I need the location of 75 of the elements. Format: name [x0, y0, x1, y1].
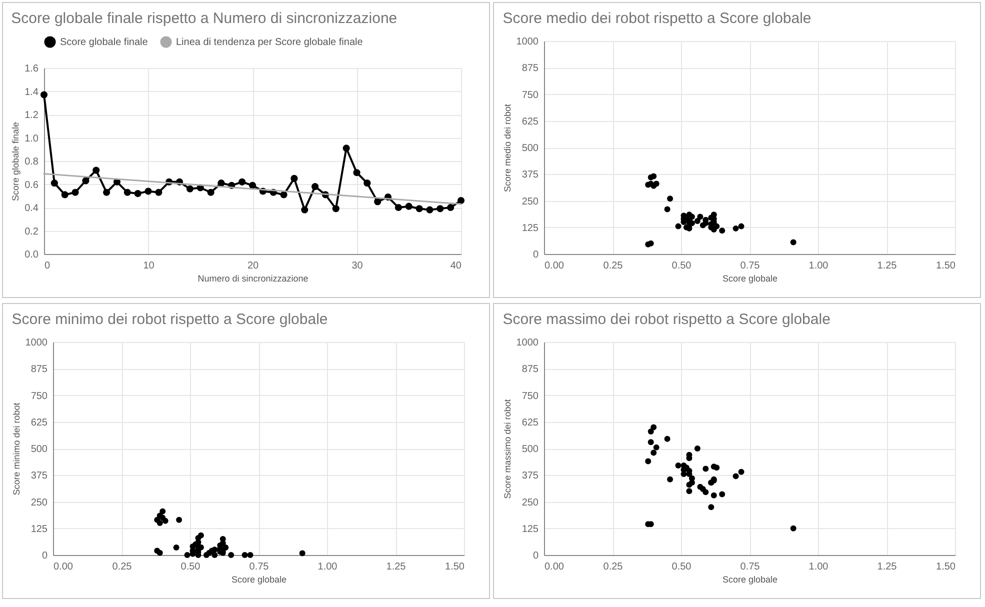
- y-tick-label: 500: [522, 143, 539, 154]
- y-tick-label: 0: [42, 550, 48, 562]
- x-tick-label: 1.50: [445, 562, 465, 572]
- x-tick-label: 1.50: [936, 260, 956, 272]
- y-tick-label: 1.0: [24, 133, 39, 144]
- y-tick-label: 750: [522, 90, 539, 101]
- x-axis-title: Score globale: [231, 574, 287, 584]
- y-tick-label: 625: [522, 417, 539, 428]
- y-tick-label: 125: [30, 524, 48, 535]
- x-tick-label: 0.00: [54, 562, 74, 572]
- y-tick-label: 750: [30, 390, 48, 402]
- y-tick-label: 0.2: [24, 226, 39, 238]
- x-tick-label: 1.25: [386, 562, 406, 572]
- legend-label: Score globale finale: [60, 37, 148, 48]
- y-tick-label: 375: [30, 470, 48, 482]
- x-tick-label: 0.75: [249, 562, 270, 572]
- y-tick-label: 375: [522, 170, 539, 181]
- y-tick-label: 875: [30, 364, 48, 376]
- x-tick-label: 0.75: [740, 260, 760, 272]
- y-tick-label: 500: [522, 444, 539, 455]
- x-tick-label: 0.00: [544, 260, 564, 272]
- x-tick-label: 30: [352, 260, 364, 272]
- chart-title: Score globale finale rispetto a Numero di sincronizzazione: [11, 10, 398, 27]
- y-tick-label: 1000: [516, 36, 539, 48]
- x-tick-label: 0.25: [603, 562, 624, 572]
- x-axis-title: Numero di sincronizzazione: [198, 274, 308, 284]
- y-axis-title: Score massimo dei robot: [502, 398, 512, 499]
- x-axis-title: Score globale: [722, 574, 778, 584]
- chart-title: Score minimo dei robot rispetto a Score globale: [12, 311, 328, 328]
- legend-label: Linea di tendenza per Score globale finale: [176, 37, 364, 48]
- x-tick-label: 1.00: [318, 562, 338, 572]
- y-axis-title: Score medio dei robot: [502, 103, 512, 192]
- y-tick-label: 375: [522, 470, 539, 482]
- y-tick-label: 125: [522, 222, 539, 234]
- chart-title: Score medio dei robot rispetto a Score globale: [502, 10, 812, 27]
- y-tick-label: 1.4: [24, 86, 39, 98]
- y-tick-label: 0: [532, 250, 539, 260]
- y-tick-label: 125: [522, 524, 539, 535]
- y-tick-label: 1.6: [24, 64, 39, 74]
- x-tick-label: 0.25: [112, 562, 132, 572]
- x-tick-label: 1.00: [808, 260, 829, 272]
- x-tick-label: 0.50: [672, 562, 692, 572]
- y-tick-label: 750: [522, 390, 539, 402]
- y-tick-label: 500: [30, 444, 48, 455]
- y-axis-title: Score minimo dei robot: [11, 402, 22, 496]
- y-tick-label: 0.8: [24, 156, 39, 168]
- y-tick-label: 875: [522, 63, 539, 74]
- chart-title: Score massimo dei robot rispetto a Score globale: [502, 311, 830, 328]
- y-tick-label: 250: [30, 497, 48, 508]
- x-tick-label: 10: [143, 260, 155, 272]
- y-tick-label: 0: [532, 550, 539, 562]
- y-tick-label: 625: [522, 116, 539, 128]
- y-tick-label: 0.0: [24, 250, 39, 260]
- x-tick-label: 40: [450, 260, 462, 272]
- y-tick-label: 1.2: [24, 110, 39, 121]
- x-tick-label: 1.25: [877, 562, 898, 572]
- y-tick-label: 0.4: [24, 203, 39, 214]
- y-tick-label: 1000: [25, 338, 48, 348]
- x-tick-label: 0.50: [672, 260, 692, 272]
- x-tick-label: 0.00: [544, 562, 564, 572]
- y-tick-label: 875: [522, 364, 539, 376]
- y-axis-title: Score globale finale: [10, 122, 21, 202]
- x-tick-label: 0.75: [740, 562, 760, 572]
- x-tick-label: 1.50: [936, 562, 956, 572]
- x-axis-title: Score globale: [722, 274, 778, 284]
- x-tick-label: 0.50: [180, 562, 201, 572]
- x-tick-label: 1.25: [877, 260, 898, 272]
- y-tick-label: 0.6: [24, 180, 39, 191]
- x-tick-label: 20: [247, 260, 259, 272]
- y-tick-label: 1000: [516, 338, 539, 348]
- y-tick-label: 625: [30, 417, 48, 428]
- x-tick-label: 1.00: [808, 562, 829, 572]
- y-tick-label: 250: [522, 497, 539, 508]
- y-tick-label: 250: [522, 196, 539, 208]
- x-tick-label: 0.25: [603, 260, 624, 272]
